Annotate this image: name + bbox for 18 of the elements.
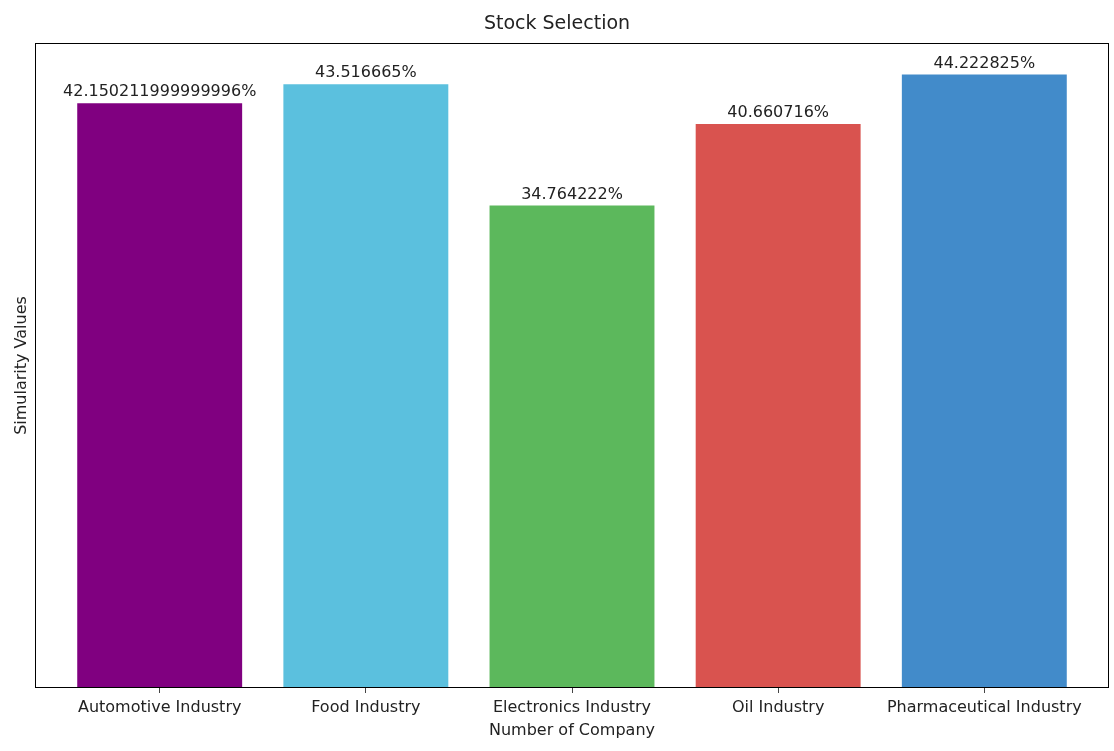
data-label: 43.516665% [314,62,417,82]
x-axis-title: Number of Company [489,719,655,739]
data-label: 34.764222% [521,183,623,203]
x-tick-label: Food Industry [311,697,421,717]
x-tick-label: Automotive Industry [77,697,242,717]
x-tick-label: Electronics Industry [492,697,652,717]
y-axis-title: Simularity Values [10,296,30,435]
bar [489,205,655,687]
x-tick-label: Oil Industry [731,697,825,717]
bar [77,103,243,687]
x-tick-label: Pharmaceutical Industry [886,697,1082,717]
data-label: 44.222825% [933,52,1036,72]
data-label: 42.150211999999996% [63,81,257,101]
bar [695,123,861,687]
chart-title: Stock Selection [483,10,631,33]
data-label: 40.660716% [727,101,830,121]
bar [901,74,1067,687]
bar [283,84,449,687]
